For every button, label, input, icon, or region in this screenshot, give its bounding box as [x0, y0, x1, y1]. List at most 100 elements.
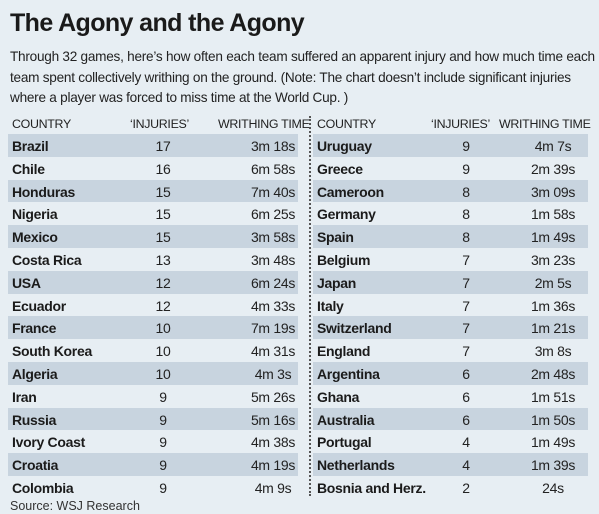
header-writhing-time: WRITHING TIME: [499, 117, 591, 131]
injuries-cell: 12: [155, 297, 171, 314]
writhing-time-cell: 5m 26s: [250, 388, 296, 405]
table-row: Nigeria 15 6m 25s: [8, 202, 298, 225]
injuries-cell: 7: [462, 251, 470, 268]
table-row: Belgium 7 3m 23s: [313, 248, 588, 271]
writhing-time-cell: 24s: [542, 479, 564, 496]
writhing-time-cell: 3m 23s: [530, 251, 576, 268]
table-row: Mexico 15 3m 58s: [8, 225, 298, 248]
writhing-time-cell: 2m 48s: [530, 365, 576, 382]
table-row: Ghana 6 1m 51s: [313, 385, 588, 408]
country-cell: Germany: [317, 206, 376, 223]
country-cell: Chile: [12, 160, 45, 177]
writhing-time-cell: 6m 58s: [250, 160, 296, 177]
writhing-time-cell: 1m 49s: [530, 229, 576, 246]
table-row: South Korea 10 4m 31s: [8, 339, 298, 362]
writhing-time-cell: 3m 48s: [250, 251, 296, 268]
country-cell: South Korea: [12, 343, 92, 360]
table-row: France 10 7m 19s: [8, 316, 298, 340]
writhing-time-cell: 2m 39s: [530, 160, 576, 177]
table-row: Ivory Coast 9 4m 38s: [8, 430, 298, 453]
injuries-cell: 12: [155, 274, 171, 291]
country-cell: Greece: [317, 160, 363, 177]
injuries-cell: 10: [155, 343, 171, 360]
table-row: Brazil 17 3m 18s: [8, 134, 298, 157]
country-cell: Spain: [317, 229, 354, 246]
writhing-time-cell: 4m 19s: [250, 457, 296, 474]
writhing-time-cell: 1m 36s: [530, 297, 576, 314]
table-row: England 7 3m 8s: [313, 339, 588, 362]
injuries-cell: 9: [159, 434, 167, 451]
table-row: Colombia 9 4m 9s: [8, 476, 298, 499]
injuries-cell: 9: [159, 388, 167, 405]
injuries-cell: 9: [159, 479, 167, 496]
table-row: Argentina 6 2m 48s: [313, 361, 588, 385]
table-row: Italy 7 1m 36s: [313, 294, 588, 317]
writhing-time-cell: 3m 58s: [250, 229, 296, 246]
writhing-time-cell: 7m 40s: [250, 183, 296, 200]
table-row: Croatia 9 4m 19s: [8, 453, 298, 476]
writhing-time-cell: 4m 38s: [250, 434, 296, 451]
writhing-time-cell: 1m 49s: [530, 434, 576, 451]
injuries-cell: 7: [462, 274, 470, 291]
writhing-time-cell: 2m 5s: [534, 274, 572, 291]
table-row: Switzerland 7 1m 21s: [313, 316, 588, 340]
injuries-cell: 8: [462, 183, 470, 200]
writhing-time-cell: 4m 3s: [254, 365, 292, 382]
injuries-cell: 16: [155, 160, 171, 177]
country-cell: Uruguay: [317, 138, 372, 154]
writhing-time-cell: 4m 33s: [250, 297, 296, 314]
country-cell: Mexico: [12, 229, 58, 246]
table-row: Ecuador 12 4m 33s: [8, 294, 298, 317]
country-cell: Cameroon: [317, 183, 384, 200]
injuries-cell: 17: [155, 138, 171, 154]
country-cell: Ivory Coast: [12, 434, 85, 451]
country-cell: Netherlands: [317, 457, 395, 474]
table-column-right: COUNTRY ‘INJURIES’ WRITHING TIME Uruguay…: [313, 113, 591, 499]
country-cell: Honduras: [12, 183, 75, 200]
country-cell: Italy: [317, 297, 344, 314]
injuries-cell: 9: [462, 160, 470, 177]
source-note: Source: WSJ Research: [10, 499, 140, 513]
country-cell: Algeria: [12, 365, 58, 382]
table-row: Bosnia and Herz. 2 24s: [313, 476, 588, 499]
country-cell: Australia: [317, 411, 375, 428]
table-column-left: COUNTRY ‘INJURIES’ WRITHING TIME Brazil 1…: [8, 113, 310, 499]
country-cell: Colombia: [12, 479, 74, 496]
injuries-cell: 8: [462, 229, 470, 246]
injuries-cell: 4: [462, 457, 470, 474]
header-country: COUNTRY: [317, 117, 376, 131]
table-row: Germany 8 1m 58s: [313, 202, 588, 225]
writhing-time-cell: 6m 24s: [250, 274, 296, 291]
table-row: Netherlands 4 1m 39s: [313, 453, 588, 476]
country-cell: USA: [12, 274, 41, 291]
table-row: Spain 8 1m 49s: [313, 225, 588, 248]
chart-intro: Through 32 games, here’s how often each …: [10, 49, 595, 105]
injuries-cell: 6: [462, 365, 470, 382]
country-cell: Japan: [317, 274, 356, 291]
injuries-cell: 6: [462, 388, 470, 405]
table-row: Australia 6 1m 50s: [313, 407, 588, 431]
writhing-time-cell: 3m 09s: [530, 183, 576, 200]
country-cell: Portugal: [317, 434, 372, 451]
country-cell: Bosnia and Herz.: [317, 479, 426, 496]
writhing-time-cell: 4m 7s: [534, 138, 572, 154]
header-country: COUNTRY: [12, 117, 71, 131]
writhing-time-cell: 4m 9s: [254, 479, 292, 496]
writhing-time-cell: 1m 39s: [530, 457, 576, 474]
table-row: Portugal 4 1m 49s: [313, 430, 588, 453]
country-cell: France: [12, 320, 57, 337]
writhing-time-cell: 3m 8s: [534, 343, 572, 360]
country-cell: Ghana: [317, 388, 360, 405]
table-row: Japan 7 2m 5s: [313, 270, 588, 294]
writhing-time-cell: 1m 21s: [530, 320, 576, 337]
writhing-time-cell: 1m 50s: [530, 411, 576, 428]
injuries-cell: 9: [159, 457, 167, 474]
table-row: Greece 9 2m 39s: [313, 157, 588, 180]
injuries-cell: 9: [462, 138, 470, 154]
injuries-cell: 10: [155, 320, 171, 337]
country-cell: Belgium: [317, 251, 371, 268]
table-row: Iran 9 5m 26s: [8, 385, 298, 408]
country-cell: Argentina: [317, 365, 380, 382]
country-cell: England: [317, 343, 371, 360]
